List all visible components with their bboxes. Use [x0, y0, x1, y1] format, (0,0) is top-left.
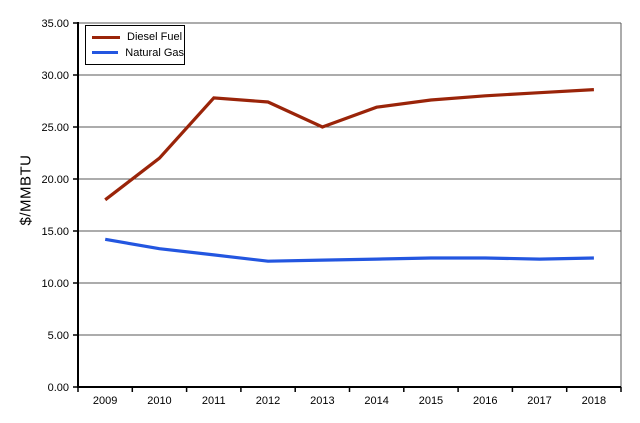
natural-gas-line-swatch — [92, 51, 119, 55]
legend-label-natural-gas: Natural Gas — [125, 46, 184, 59]
x-tick-label: 2010 — [147, 395, 171, 407]
x-tick-label: 2011 — [202, 395, 226, 407]
legend-label-diesel-fuel: Diesel Fuel — [127, 31, 183, 44]
y-tick-label: 30.00 — [41, 70, 69, 82]
x-tick-label: 2009 — [93, 395, 117, 407]
x-tick-label: 2014 — [364, 395, 388, 407]
legend-item-diesel-fuel: Diesel Fuel — [86, 31, 184, 43]
diesel-fuel-line-swatch — [92, 35, 120, 39]
diesel-fuel-line — [104, 88, 594, 202]
y-tick-label: 0.00 — [48, 382, 69, 394]
y-tick-label: 25.00 — [41, 122, 69, 134]
y-tick-label: 10.00 — [41, 278, 69, 290]
x-tick-label: 2017 — [527, 395, 551, 407]
x-tick-label: 2012 — [256, 395, 280, 407]
natural-gas-line — [104, 237, 594, 263]
x-tick-label: 2013 — [310, 395, 334, 407]
y-axis-title: $/MMBTU — [17, 154, 35, 226]
x-tick-label: 2016 — [473, 395, 497, 407]
y-tick-label: 15.00 — [41, 226, 69, 238]
y-tick-label: 35.00 — [41, 18, 69, 30]
x-tick-label: 2015 — [419, 395, 443, 407]
x-tick-label: 2018 — [582, 395, 606, 407]
legend-item-natural-gas: Natural Gas — [86, 47, 184, 59]
legend: Diesel Fuel Natural Gas — [85, 25, 185, 65]
y-tick-label: 20.00 — [41, 174, 69, 186]
y-tick-label: 5.00 — [48, 330, 69, 342]
